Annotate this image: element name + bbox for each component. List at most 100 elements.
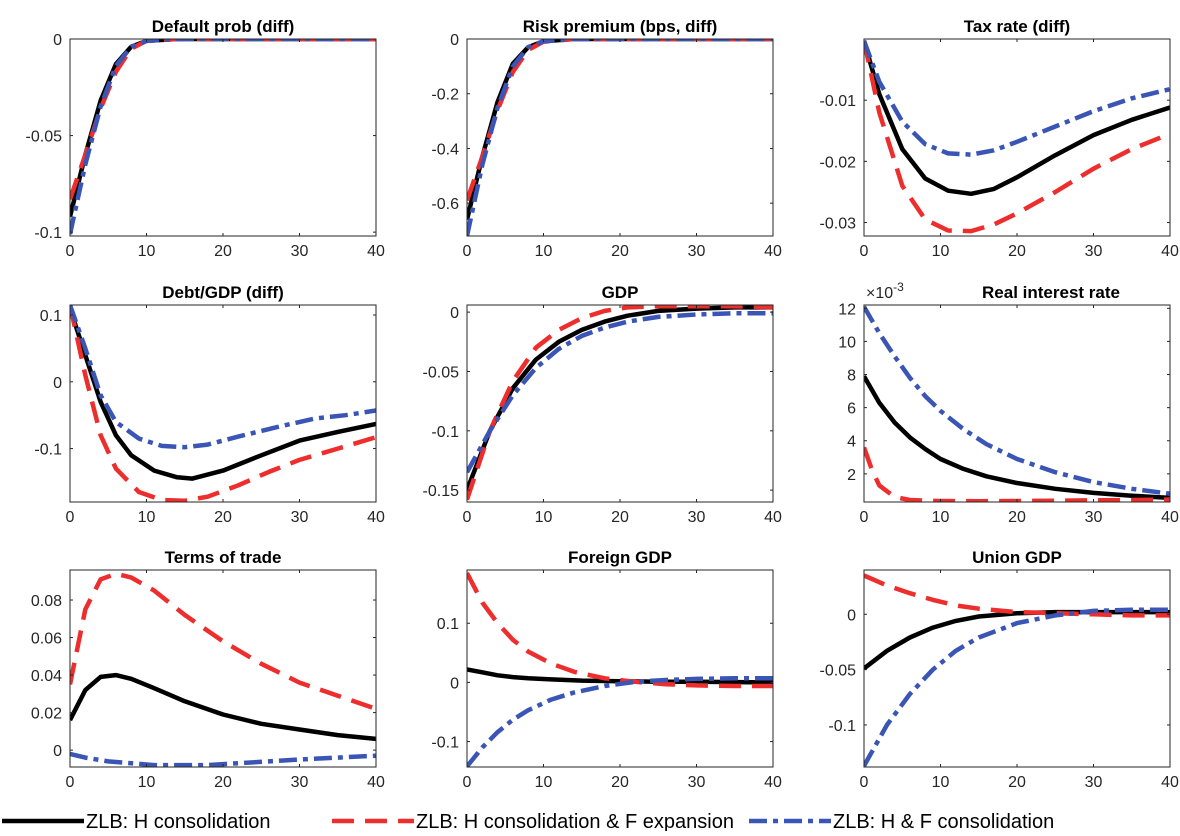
axes-box [466, 304, 774, 503]
y-tick-label: 0 [53, 743, 62, 760]
x-tick-label: 0 [860, 774, 869, 791]
y-tick-label: -0.01 [820, 93, 857, 110]
x-tick-label: 0 [66, 509, 75, 526]
y-tick-label: -0.4 [431, 141, 459, 158]
x-tick-label: 0 [66, 243, 75, 260]
y-tick-label: 0.1 [40, 308, 62, 325]
subplot-1: 0 10 20 30 40 -0.1 -0.05 0 Default prob (diff) [26, 17, 385, 260]
x-tick-label: 20 [214, 509, 232, 526]
x-tick-label: 0 [860, 243, 869, 260]
legend-label-h-consolidation: ZLB: H consolidation [86, 811, 271, 831]
y-tick-label: 12 [838, 301, 856, 318]
subplot-title: Risk premium (bps, diff) [523, 17, 718, 36]
y-tick-label: 0 [450, 675, 459, 692]
y-tick-label: 0 [53, 375, 62, 392]
y-tick-label: 0.08 [31, 593, 62, 610]
x-tick-label: 30 [291, 243, 309, 260]
series-line-h-consolidation-f-expansion [467, 571, 773, 689]
x-tick-label: 30 [1085, 243, 1103, 260]
x-tick-label: 30 [1085, 509, 1103, 526]
x-tick-label: 30 [688, 509, 706, 526]
x-tick-label: 30 [688, 774, 706, 791]
x-tick-label: 10 [932, 509, 950, 526]
y-tick-label: 0 [847, 607, 856, 624]
x-tick-label: 0 [860, 509, 869, 526]
x-tick-label: 20 [1008, 243, 1026, 260]
subplot-title: Default prob (diff) [152, 17, 295, 36]
x-tick-label: 20 [1008, 774, 1026, 791]
x-tick-label: 40 [764, 509, 782, 526]
y-tick-label: 0 [450, 305, 459, 322]
y-tick-label: -0.1 [828, 718, 856, 735]
subplot-title: Foreign GDP [568, 548, 672, 567]
x-tick-label: 40 [367, 243, 385, 260]
x-tick-label: 40 [367, 509, 385, 526]
axes-box [466, 569, 774, 768]
y-tick-label: -0.05 [820, 663, 857, 680]
series-line-h-f-consolidation [467, 311, 773, 474]
subplot-6: 0 10 20 30 40 2 4 6 8 10 12 Real interest rate ×10-3 [838, 280, 1179, 526]
subplot-8: 0 10 20 30 40 -0.1 0 0.1 Foreign GDP [431, 548, 782, 791]
subplot-title: Debt/GDP (diff) [162, 283, 284, 302]
series-line-h-f-consolidation [864, 607, 1170, 767]
x-tick-label: 30 [291, 774, 309, 791]
subplot-3: 0 10 20 30 40 -0.03 -0.02 -0.01 Tax rate (diff) [820, 17, 1179, 260]
axes-box [863, 569, 1171, 768]
x-tick-label: 0 [463, 774, 472, 791]
axes-box [863, 38, 1171, 237]
series-line-h-f-consolidation [70, 39, 376, 235]
x-tick-label: 20 [611, 774, 629, 791]
y-tick-label: 8 [847, 368, 856, 385]
x-tick-label: 10 [138, 774, 156, 791]
series-line-h-f-consolidation [467, 676, 773, 767]
series-line-h-consolidation-f-expansion [864, 573, 1170, 618]
subplot-2: 0 10 20 30 40 -0.6 -0.4 -0.2 0 Risk premium (bps,… [431, 17, 782, 260]
y-tick-label: 10 [838, 334, 856, 351]
x-tick-label: 40 [367, 774, 385, 791]
subplot-title: Tax rate (diff) [964, 17, 1070, 36]
x-tick-label: 10 [932, 774, 950, 791]
series-line-h-f-consolidation [864, 40, 1170, 157]
x-tick-label: 30 [1085, 774, 1103, 791]
x-tick-label: 40 [764, 774, 782, 791]
y-tick-label: -0.02 [820, 154, 857, 171]
x-tick-label: 20 [611, 509, 629, 526]
series-line-h-consolidation-f-expansion [70, 571, 376, 711]
axes-box [69, 569, 377, 768]
series-line-h-consolidation [70, 39, 376, 218]
x-tick-label: 10 [138, 509, 156, 526]
y-tick-label: -0.2 [431, 87, 459, 104]
y-tick-label: 0 [450, 32, 459, 49]
subplot-title: Union GDP [972, 548, 1062, 567]
y-tick-label: 0.04 [31, 668, 62, 685]
y-exponent-label: ×10-3 [866, 280, 904, 302]
series-line-h-consolidation-f-expansion [70, 305, 376, 502]
series-line-h-f-consolidation [467, 39, 773, 236]
x-tick-label: 0 [463, 243, 472, 260]
series-line-h-f-consolidation [864, 305, 1170, 496]
series-line-h-consolidation [864, 609, 1170, 671]
x-tick-label: 10 [535, 243, 553, 260]
subplot-7: 0 10 20 30 40 0 0.02 0.04 0.06 0.08 Terms of trade [31, 548, 385, 791]
y-tick-label: 0.06 [31, 631, 62, 648]
x-tick-label: 20 [214, 243, 232, 260]
y-tick-label: 0 [53, 32, 62, 49]
y-tick-label: 4 [847, 434, 856, 451]
subplot-title: GDP [602, 283, 639, 302]
y-tick-label: -0.6 [431, 196, 459, 213]
y-tick-label: 0.02 [31, 706, 62, 723]
subplot-title: Terms of trade [165, 548, 282, 567]
legend-label-h-f-consolidation: ZLB: H & F consolidation [833, 811, 1054, 831]
series-line-h-consolidation [70, 307, 376, 481]
y-tick-label: -0.1 [34, 442, 62, 459]
series-line-h-f-consolidation [70, 305, 376, 450]
series-line-h-consolidation [467, 667, 773, 685]
x-tick-label: 0 [463, 509, 472, 526]
y-tick-label: 6 [847, 401, 856, 418]
axes-box [863, 304, 1171, 503]
x-tick-label: 20 [611, 243, 629, 260]
y-tick-label: -0.1 [431, 735, 459, 752]
subplot-4: 0 10 20 30 40 -0.1 0 0.1 Debt/GDP (diff) [34, 283, 385, 526]
y-tick-label: 2 [847, 467, 856, 484]
y-tick-label: 0.1 [437, 616, 459, 633]
